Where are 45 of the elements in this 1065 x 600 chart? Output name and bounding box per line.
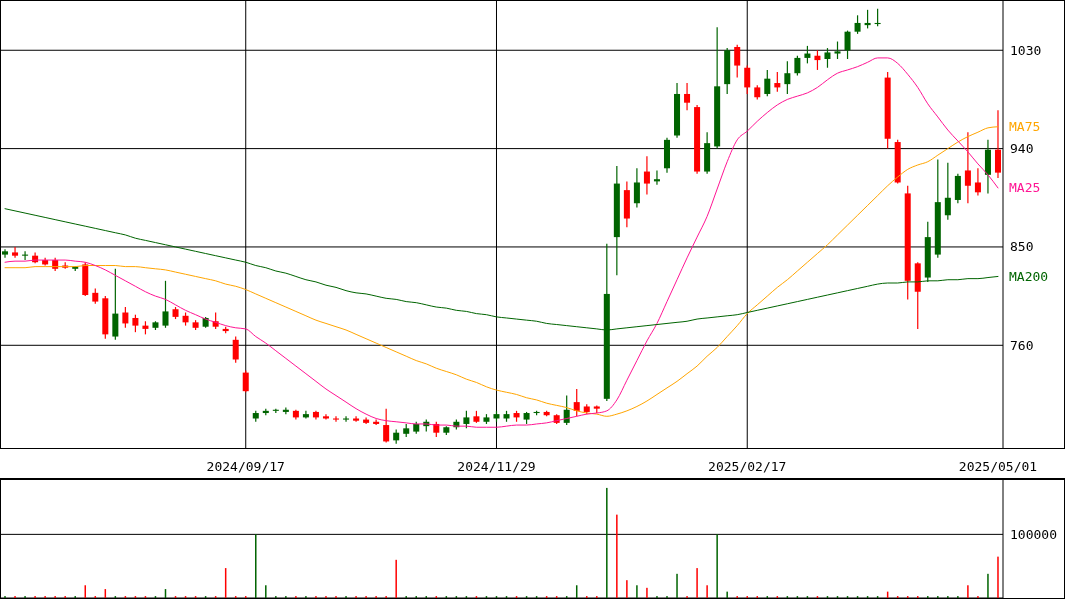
candlestick <box>814 49 821 71</box>
candlestick <box>122 306 129 329</box>
candlestick <box>684 82 691 111</box>
candlestick <box>112 268 119 341</box>
candlestick <box>322 413 329 421</box>
candlestick <box>794 55 801 76</box>
candlestick <box>964 131 971 204</box>
candlestick <box>2 248 9 259</box>
candlestick <box>333 415 340 423</box>
y-tick-label: 1030 <box>1010 42 1042 58</box>
candlestick <box>232 335 239 364</box>
y-tick-label: 100000 <box>1010 526 1057 542</box>
candlestick <box>944 162 951 221</box>
series-label: MA75 <box>1009 119 1041 135</box>
candlestick <box>864 9 871 30</box>
candlestick <box>643 155 650 196</box>
series-label: MA200 <box>1009 269 1049 284</box>
candlestick <box>774 71 781 93</box>
candlestick <box>242 369 249 393</box>
x-tick-label: 2024/11/29 <box>457 458 536 474</box>
candlestick <box>383 408 390 444</box>
candlestick <box>844 30 851 60</box>
candlestick <box>764 69 771 97</box>
x-tick-label: 2025/02/17 <box>708 458 787 474</box>
candlestick <box>573 388 580 417</box>
candlestick <box>282 406 289 415</box>
candlestick <box>994 109 1001 179</box>
y-tick-label: 940 <box>1010 141 1034 157</box>
candlestick <box>974 167 981 197</box>
candlestick <box>854 14 861 35</box>
candlestick <box>343 415 350 423</box>
candlestick <box>363 416 370 425</box>
candlestick <box>784 60 791 95</box>
candlestick <box>824 47 831 69</box>
x-tick-label: 2024/09/17 <box>206 458 285 474</box>
candlestick <box>744 64 751 95</box>
candlestick <box>653 169 660 186</box>
y-tick-label: 760 <box>1010 337 1034 353</box>
candlestick <box>633 167 640 209</box>
x-tick-label: 2025/05/01 <box>958 458 1038 474</box>
series-label: MA25 <box>1009 180 1041 196</box>
candlestick <box>12 246 19 259</box>
candlestick <box>734 44 741 79</box>
candlestick <box>162 280 169 329</box>
y-tick-label: 850 <box>1010 239 1034 255</box>
